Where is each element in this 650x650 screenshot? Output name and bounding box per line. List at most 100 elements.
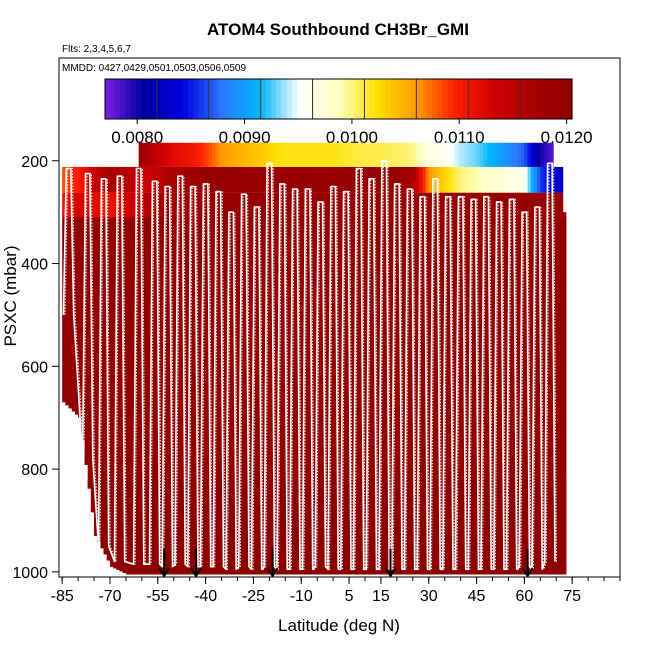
- chart-title: ATOM4 Southbound CH3Br_GMI: [207, 20, 469, 39]
- field-cell: [234, 192, 239, 218]
- field-cell: [502, 212, 506, 575]
- field-cell: [530, 142, 535, 167]
- field-cell: [138, 212, 143, 575]
- colorbar-cell: [494, 79, 500, 119]
- field-cell: [380, 192, 385, 218]
- field-cell: [231, 166, 235, 193]
- field-cell: [237, 192, 242, 218]
- field-cell: [546, 212, 551, 575]
- x-tick-label: 45: [468, 588, 486, 605]
- colorbar-cell: [255, 79, 262, 119]
- field-cell: [62, 192, 66, 218]
- field-cell: [339, 142, 344, 167]
- field-cell: [345, 142, 350, 167]
- field-cell: [154, 212, 159, 575]
- field-cell: [454, 142, 459, 167]
- field-cell: [355, 142, 360, 167]
- plot-frame: [58, 57, 621, 578]
- colorbar-cell: [380, 79, 386, 119]
- field-cell: [263, 192, 267, 218]
- colorbar-cell: [328, 79, 334, 119]
- field-cell: [240, 212, 245, 575]
- field-cell: [482, 192, 487, 218]
- marker-arrow-head: [384, 567, 397, 577]
- field-cell: [479, 192, 484, 218]
- field-cell: [231, 142, 235, 167]
- field-cell: [164, 166, 168, 193]
- field-cell: [342, 142, 347, 167]
- field-cell: [387, 166, 392, 193]
- field-cell: [447, 166, 452, 193]
- field-cell: [125, 192, 130, 218]
- field-cell: [355, 166, 360, 193]
- y-axis-label: PSXC (mbar): [1, 245, 20, 346]
- field-cell: [460, 212, 465, 575]
- field-cell: [186, 192, 191, 218]
- field-cell: [125, 479, 130, 575]
- field-cell: [301, 166, 306, 193]
- field-cell: [253, 166, 258, 193]
- colorbar-frame: [104, 78, 573, 120]
- colorbar-cell: [530, 79, 537, 119]
- field-cell: [524, 479, 529, 575]
- colorbar-cell: [447, 79, 454, 119]
- field-cell: [556, 212, 561, 575]
- field-cell: [543, 142, 548, 167]
- field-cell: [514, 166, 519, 193]
- field-cell: [307, 479, 312, 575]
- colorbar-cell: [125, 79, 132, 119]
- field-cell: [546, 142, 551, 167]
- field-cell: [125, 212, 130, 575]
- field-cell: [170, 212, 175, 575]
- field-cell: [164, 212, 168, 575]
- field-cell: [256, 142, 261, 167]
- colorbar-cell: [110, 79, 116, 119]
- field-cell: [81, 192, 86, 218]
- field-cell: [406, 142, 411, 167]
- field-cell: [396, 212, 401, 575]
- field-cell: [482, 166, 487, 193]
- field-cell: [508, 479, 513, 575]
- field-cell: [227, 212, 232, 575]
- field-cell: [533, 166, 538, 193]
- x-axis: -85 -70 -55 -40 -25 -10 5 15 30 45 60 75: [51, 577, 621, 605]
- field-cell: [349, 192, 353, 218]
- field-cell: [314, 192, 318, 218]
- field-cell: [473, 479, 478, 575]
- colorbar-cell: [442, 79, 449, 119]
- field-cell: [444, 212, 449, 575]
- field-cell: [100, 479, 105, 549]
- dates-note: MMDD: 0427,0429,0501,0503,0506,0509: [62, 63, 246, 74]
- field-cell: [387, 212, 392, 575]
- field-cell: [543, 192, 548, 218]
- colorbar-cell: [141, 79, 148, 119]
- colorbar-cell: [296, 79, 303, 119]
- field-cell: [307, 142, 312, 167]
- field-cell: [559, 166, 564, 193]
- field-cell: [463, 212, 468, 575]
- field-cell: [380, 479, 385, 575]
- field-cell: [256, 212, 261, 575]
- field-cell: [227, 142, 232, 167]
- field-cell: [231, 212, 235, 575]
- colorbar-cell: [291, 79, 298, 119]
- field-cell: [498, 212, 503, 575]
- field-cell: [205, 166, 210, 193]
- field-cell: [451, 142, 455, 167]
- field-cell: [218, 166, 223, 193]
- field-cell: [549, 142, 554, 167]
- field-cell: [422, 142, 427, 167]
- field-cell: [400, 212, 404, 575]
- field-cell: [291, 212, 296, 575]
- field-cell: [329, 212, 334, 575]
- field-cell: [78, 192, 82, 218]
- field-cell: [454, 166, 459, 193]
- field-cell: [365, 192, 369, 218]
- field-cell: [221, 142, 226, 167]
- colorbar-cell: [239, 79, 246, 119]
- colorbar-cell: [312, 79, 319, 119]
- field-cell: [180, 212, 184, 575]
- field-cell: [151, 212, 156, 575]
- field-cell: [345, 166, 350, 193]
- field-cell: [237, 166, 242, 193]
